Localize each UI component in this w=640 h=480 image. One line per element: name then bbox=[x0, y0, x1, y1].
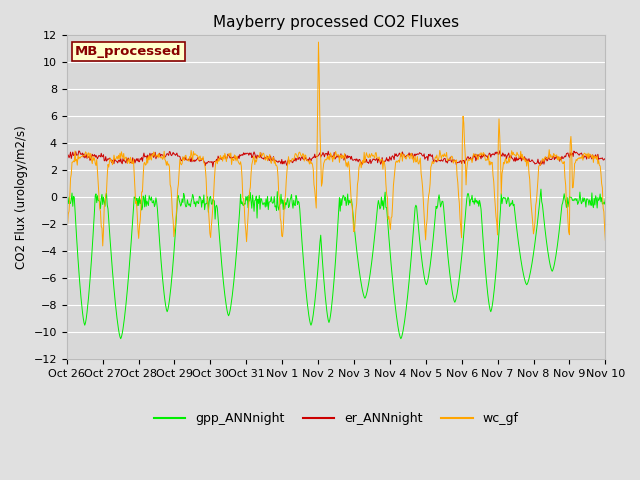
er_ANNnight bbox=[73, 152, 81, 158]
er_ANNnight bbox=[63, 156, 70, 161]
gpp_ANNnight bbox=[537, 186, 545, 192]
Line: gpp_ANNnight: gpp_ANNnight bbox=[67, 189, 605, 339]
er_ANNnight bbox=[209, 164, 217, 170]
gpp_ANNnight bbox=[129, 217, 136, 223]
gpp_ANNnight bbox=[73, 233, 81, 239]
er_ANNnight bbox=[418, 152, 426, 158]
wc_gf bbox=[419, 184, 426, 190]
er_ANNnight bbox=[212, 158, 220, 164]
gpp_ANNnight bbox=[212, 204, 220, 209]
Legend: gpp_ANNnight, er_ANNnight, wc_gf: gpp_ANNnight, er_ANNnight, wc_gf bbox=[148, 407, 524, 430]
wc_gf bbox=[602, 238, 609, 243]
er_ANNnight bbox=[496, 148, 504, 154]
er_ANNnight bbox=[128, 160, 136, 166]
Line: er_ANNnight: er_ANNnight bbox=[67, 151, 605, 167]
wc_gf bbox=[129, 161, 136, 167]
wc_gf bbox=[73, 156, 81, 162]
gpp_ANNnight bbox=[63, 206, 70, 212]
gpp_ANNnight bbox=[602, 196, 609, 202]
gpp_ANNnight bbox=[117, 336, 125, 342]
er_ANNnight bbox=[403, 153, 410, 159]
wc_gf bbox=[99, 243, 107, 249]
wc_gf bbox=[315, 39, 323, 45]
gpp_ANNnight bbox=[184, 197, 191, 203]
wc_gf bbox=[184, 156, 191, 162]
Y-axis label: CO2 Flux (urology/m2/s): CO2 Flux (urology/m2/s) bbox=[15, 125, 28, 269]
Line: wc_gf: wc_gf bbox=[67, 42, 605, 246]
er_ANNnight bbox=[183, 157, 191, 163]
Text: MB_processed: MB_processed bbox=[75, 45, 181, 58]
gpp_ANNnight bbox=[403, 307, 410, 312]
Title: Mayberry processed CO2 Fluxes: Mayberry processed CO2 Fluxes bbox=[213, 15, 459, 30]
wc_gf bbox=[63, 231, 70, 237]
wc_gf bbox=[212, 158, 220, 164]
wc_gf bbox=[403, 154, 411, 159]
gpp_ANNnight bbox=[418, 257, 426, 263]
er_ANNnight bbox=[602, 156, 609, 162]
